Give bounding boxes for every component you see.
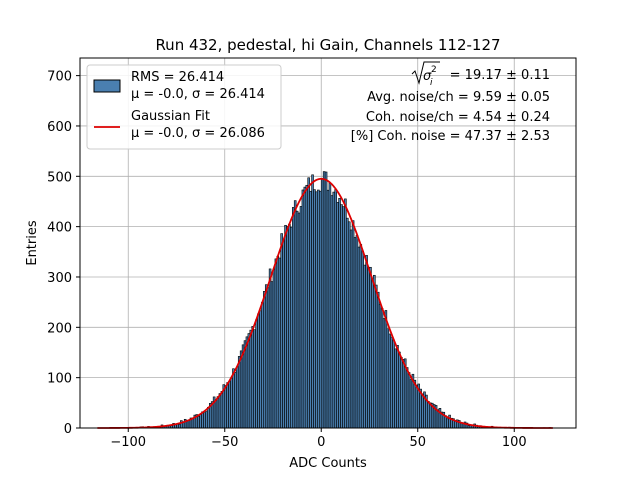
y-axis-label: Entries xyxy=(25,220,40,266)
x-tick-label: 50 xyxy=(409,435,426,450)
legend-fit-label: Gaussian Fit xyxy=(131,109,210,124)
y-tick-label: 100 xyxy=(47,372,72,387)
legend-histogram-stats: μ = -0.0, σ = 26.414 xyxy=(131,87,265,102)
sigma-subscript: i xyxy=(430,78,433,88)
y-tick-label: 0 xyxy=(64,422,72,437)
x-tick-label: 100 xyxy=(502,435,527,450)
x-axis-label: ADC Counts xyxy=(289,456,367,471)
x-axis-ticks: −100 −50 0 50 100 xyxy=(110,428,527,450)
plot-frame xyxy=(79,57,577,429)
x-tick-label: 0 xyxy=(317,435,325,450)
y-tick-label: 200 xyxy=(47,321,72,336)
y-tick-label: 600 xyxy=(47,120,72,135)
noise-annotations: σ i 2 = 19.17 ± 0.11 Avg. noise/ch = 9.5… xyxy=(351,61,550,144)
legend-histogram-label: RMS = 26.414 xyxy=(131,70,224,85)
y-axis-ticks: 0 100 200 300 400 500 600 700 xyxy=(47,70,80,437)
x-tick-label: −50 xyxy=(211,435,238,450)
annotation-coh-noise-percent: [%] Coh. noise = 47.37 ± 2.53 xyxy=(351,129,550,144)
annotation-coh-noise: Coh. noise/ch = 4.54 ± 0.24 xyxy=(366,110,550,125)
legend-box xyxy=(86,64,282,150)
histogram-bars xyxy=(97,171,552,429)
sigma-symbol: σ xyxy=(423,69,432,84)
annotation-sigma-value: = 19.17 ± 0.11 xyxy=(450,68,550,83)
sqrt-sign xyxy=(411,61,440,85)
y-tick-label: 400 xyxy=(47,221,72,236)
y-tick-label: 500 xyxy=(47,170,72,185)
gaussian-fit-line xyxy=(97,177,553,429)
y-tick-label: 700 xyxy=(47,70,72,85)
annotation-avg-noise: Avg. noise/ch = 9.59 ± 0.05 xyxy=(367,90,550,105)
sigma-superscript: 2 xyxy=(431,65,437,75)
legend: RMS = 26.414 μ = -0.0, σ = 26.414 Gaussi… xyxy=(86,64,282,150)
x-tick-label: −100 xyxy=(110,435,146,450)
legend-histogram-swatch xyxy=(93,79,121,93)
legend-fit-stats: μ = -0.0, σ = 26.086 xyxy=(131,126,265,141)
y-tick-label: 300 xyxy=(47,271,72,286)
chart-title: Run 432, pedestal, hi Gain, Channels 112… xyxy=(155,36,500,54)
